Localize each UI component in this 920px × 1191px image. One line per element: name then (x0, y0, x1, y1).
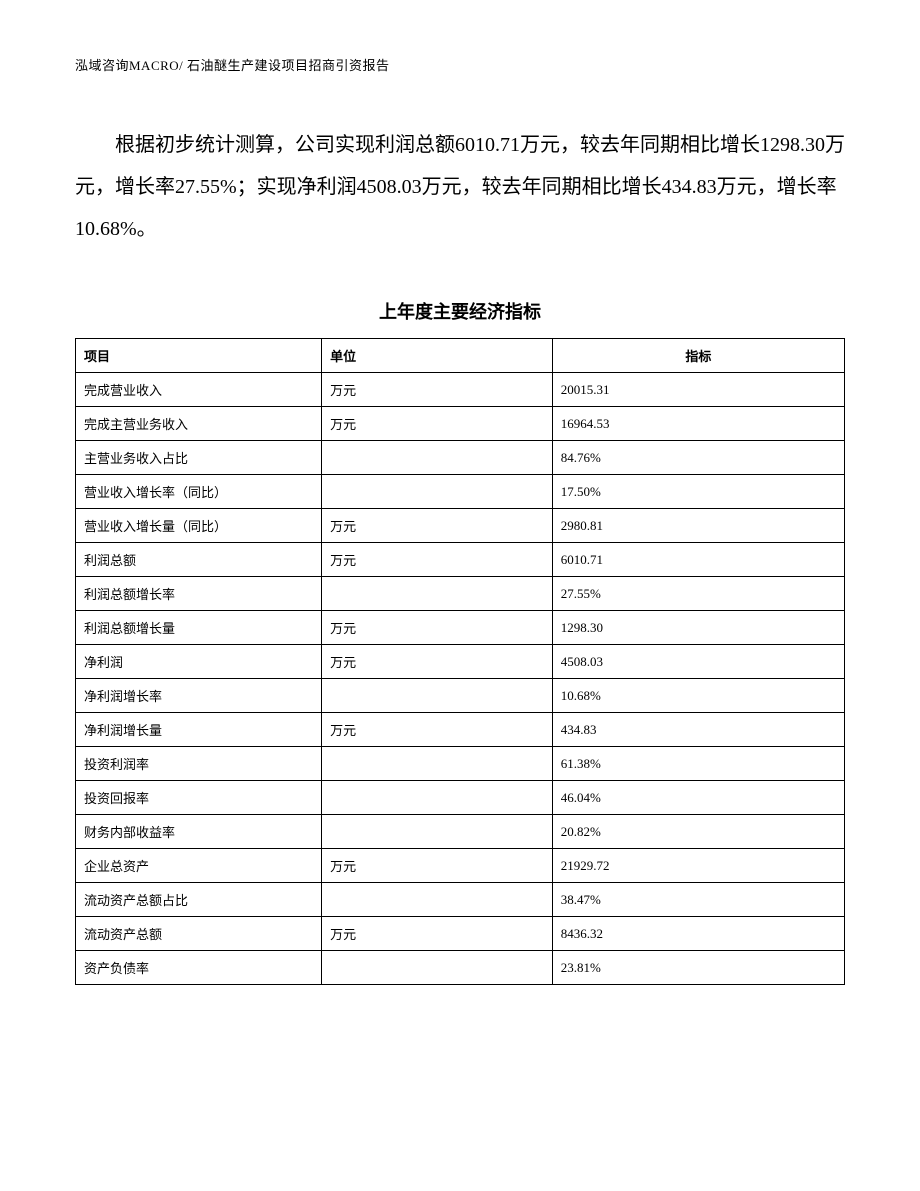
cell-unit (322, 747, 553, 781)
table-row: 净利润增长量万元434.83 (76, 713, 845, 747)
cell-project: 财务内部收益率 (76, 815, 322, 849)
cell-unit: 万元 (322, 373, 553, 407)
document-header: 泓域咨询MACRO/ 石油醚生产建设项目招商引资报告 (75, 55, 845, 74)
cell-project: 利润总额 (76, 543, 322, 577)
cell-indicator: 46.04% (552, 781, 844, 815)
cell-indicator: 38.47% (552, 883, 844, 917)
table-row: 企业总资产万元21929.72 (76, 849, 845, 883)
cell-unit (322, 883, 553, 917)
table-row: 完成营业收入万元20015.31 (76, 373, 845, 407)
table-header-row: 项目 单位 指标 (76, 339, 845, 373)
cell-project: 流动资产总额 (76, 917, 322, 951)
cell-unit: 万元 (322, 713, 553, 747)
column-header-unit: 单位 (322, 339, 553, 373)
cell-unit: 万元 (322, 917, 553, 951)
cell-project: 企业总资产 (76, 849, 322, 883)
cell-unit (322, 441, 553, 475)
cell-unit: 万元 (322, 407, 553, 441)
table-row: 流动资产总额万元8436.32 (76, 917, 845, 951)
cell-unit (322, 781, 553, 815)
cell-indicator: 21929.72 (552, 849, 844, 883)
cell-indicator: 16964.53 (552, 407, 844, 441)
cell-project: 利润总额增长量 (76, 611, 322, 645)
cell-indicator: 8436.32 (552, 917, 844, 951)
cell-project: 投资回报率 (76, 781, 322, 815)
column-header-project: 项目 (76, 339, 322, 373)
table-row: 流动资产总额占比 38.47% (76, 883, 845, 917)
table-title: 上年度主要经济指标 (75, 298, 845, 324)
table-row: 财务内部收益率 20.82% (76, 815, 845, 849)
cell-indicator: 4508.03 (552, 645, 844, 679)
cell-indicator: 20.82% (552, 815, 844, 849)
economic-indicators-table: 项目 单位 指标 完成营业收入万元20015.31完成主营业务收入万元16964… (75, 338, 845, 985)
cell-project: 利润总额增长率 (76, 577, 322, 611)
cell-project: 投资利润率 (76, 747, 322, 781)
table-row: 营业收入增长量（同比）万元2980.81 (76, 509, 845, 543)
cell-unit: 万元 (322, 509, 553, 543)
table-row: 净利润增长率 10.68% (76, 679, 845, 713)
cell-unit: 万元 (322, 645, 553, 679)
cell-project: 净利润增长量 (76, 713, 322, 747)
table-row: 主营业务收入占比 84.76% (76, 441, 845, 475)
table-row: 营业收入增长率（同比） 17.50% (76, 475, 845, 509)
cell-project: 完成营业收入 (76, 373, 322, 407)
cell-indicator: 6010.71 (552, 543, 844, 577)
cell-unit (322, 815, 553, 849)
cell-project: 资产负债率 (76, 951, 322, 985)
cell-indicator: 17.50% (552, 475, 844, 509)
cell-project: 主营业务收入占比 (76, 441, 322, 475)
cell-indicator: 61.38% (552, 747, 844, 781)
cell-unit: 万元 (322, 611, 553, 645)
cell-indicator: 1298.30 (552, 611, 844, 645)
cell-unit (322, 475, 553, 509)
cell-indicator: 10.68% (552, 679, 844, 713)
cell-indicator: 84.76% (552, 441, 844, 475)
table-row: 投资利润率 61.38% (76, 747, 845, 781)
table-row: 净利润万元4508.03 (76, 645, 845, 679)
cell-unit: 万元 (322, 849, 553, 883)
summary-paragraph: 根据初步统计测算，公司实现利润总额6010.71万元，较去年同期相比增长1298… (75, 124, 845, 250)
cell-project: 营业收入增长率（同比） (76, 475, 322, 509)
cell-unit: 万元 (322, 543, 553, 577)
cell-project: 净利润 (76, 645, 322, 679)
column-header-indicator: 指标 (552, 339, 844, 373)
table-row: 投资回报率 46.04% (76, 781, 845, 815)
table-row: 利润总额万元6010.71 (76, 543, 845, 577)
cell-project: 完成主营业务收入 (76, 407, 322, 441)
cell-unit (322, 577, 553, 611)
cell-unit (322, 951, 553, 985)
table-body: 完成营业收入万元20015.31完成主营业务收入万元16964.53主营业务收入… (76, 373, 845, 985)
table-row: 资产负债率 23.81% (76, 951, 845, 985)
table-row: 利润总额增长量万元1298.30 (76, 611, 845, 645)
cell-project: 流动资产总额占比 (76, 883, 322, 917)
table-row: 利润总额增长率 27.55% (76, 577, 845, 611)
cell-indicator: 434.83 (552, 713, 844, 747)
cell-unit (322, 679, 553, 713)
cell-project: 营业收入增长量（同比） (76, 509, 322, 543)
cell-indicator: 2980.81 (552, 509, 844, 543)
cell-indicator: 23.81% (552, 951, 844, 985)
cell-project: 净利润增长率 (76, 679, 322, 713)
cell-indicator: 20015.31 (552, 373, 844, 407)
table-row: 完成主营业务收入万元16964.53 (76, 407, 845, 441)
cell-indicator: 27.55% (552, 577, 844, 611)
